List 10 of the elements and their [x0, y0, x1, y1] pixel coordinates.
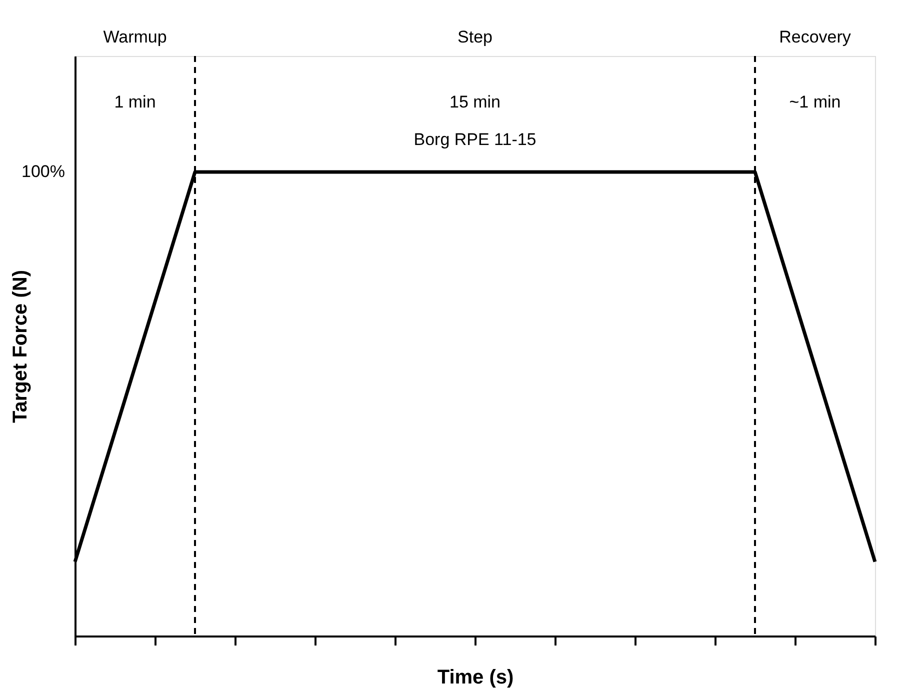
x-axis-title: Time (s)	[437, 666, 514, 688]
text: ~1 min	[789, 92, 841, 112]
text: Recovery	[779, 28, 852, 47]
text: Warmup	[103, 28, 167, 47]
text: 100%	[22, 162, 65, 181]
text: 15 min	[449, 92, 501, 112]
text: 1 min	[114, 92, 156, 112]
text: Borg RPE 11-15	[414, 130, 536, 149]
y-axis-title: Target Force (N)	[10, 270, 32, 423]
text: Step	[458, 28, 492, 47]
